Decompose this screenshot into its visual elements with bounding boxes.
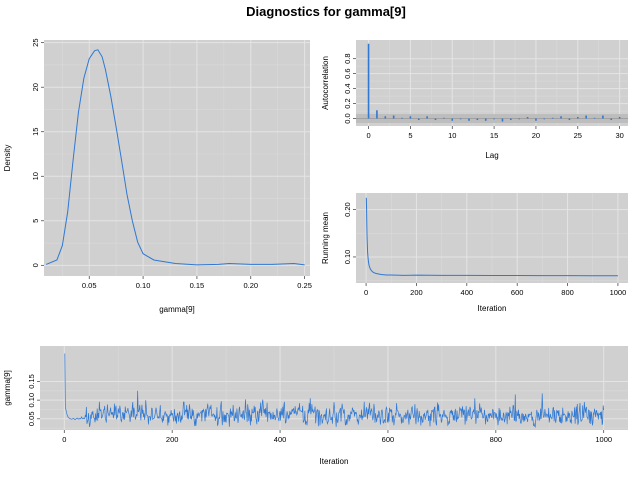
x-tick-label: 0 xyxy=(364,288,368,297)
autocorrelation-x-axis-label: Lag xyxy=(485,151,498,160)
y-tick-label: 0 xyxy=(31,263,40,267)
x-tick-label: 1000 xyxy=(595,435,612,444)
x-tick-label: 600 xyxy=(382,435,395,444)
x-tick-label: 25 xyxy=(574,131,582,140)
x-tick-label: 400 xyxy=(274,435,287,444)
density-plot-area xyxy=(44,40,310,276)
y-tick-label: 0.2 xyxy=(343,98,352,108)
trace-panel: 0 200 400 600 800 1000 0.05 0.10 0.15 Iteration ga… xyxy=(3,346,628,466)
y-tick-label: 0.8 xyxy=(343,53,352,63)
x-tick-label: 800 xyxy=(561,288,574,297)
autocorrelation-y-axis-label: Autocorrelation xyxy=(321,56,330,110)
y-tick-label: 0.10 xyxy=(27,393,36,408)
trace-y-axis-label: gamma[9] xyxy=(3,370,12,406)
y-tick-label: 0.10 xyxy=(343,250,352,265)
y-tick-label: 0.0 xyxy=(343,113,352,123)
x-tick-label: 800 xyxy=(490,435,503,444)
y-tick-label: 25 xyxy=(31,38,40,46)
y-tick-label: 15 xyxy=(31,128,40,136)
autocorrelation-panel: 0 5 10 15 20 25 30 0.0 0.2 0.4 0.6 0.8 Lag Autocorrel… xyxy=(321,40,628,160)
x-tick-label: 0 xyxy=(366,131,370,140)
density-panel: 0.05 0.10 0.15 0.20 0.25 0 5 10 15 20 25 gamma[9] De… xyxy=(3,38,312,314)
x-tick-label: 0.20 xyxy=(243,281,258,290)
x-tick-label: 1000 xyxy=(610,288,627,297)
y-tick-label: 5 xyxy=(31,219,40,223)
y-tick-label: 20 xyxy=(31,83,40,91)
y-tick-label: 0.20 xyxy=(343,202,352,217)
figure-title: Diagnostics for gamma[9] xyxy=(246,4,406,19)
density-gridlines xyxy=(44,40,310,276)
x-tick-label: 5 xyxy=(408,131,412,140)
x-tick-label: 15 xyxy=(490,131,498,140)
x-tick-label: 200 xyxy=(166,435,179,444)
running_mean-y-axis-label: Running mean xyxy=(321,212,330,264)
x-tick-label: 0 xyxy=(62,435,66,444)
trace-x-axis-label: Iteration xyxy=(320,457,349,466)
density-series-line xyxy=(45,49,305,266)
x-tick-label: 0.10 xyxy=(136,281,151,290)
x-tick-label: 600 xyxy=(511,288,524,297)
x-tick-label: 20 xyxy=(532,131,540,140)
y-tick-label: 0.6 xyxy=(343,68,352,78)
x-tick-label: 30 xyxy=(615,131,623,140)
y-tick-label: 10 xyxy=(31,172,40,180)
x-tick-label: 10 xyxy=(448,131,456,140)
x-tick-label: 0.25 xyxy=(297,281,312,290)
x-tick-label: 200 xyxy=(410,288,423,297)
density-x-axis-label: gamma[9] xyxy=(159,305,195,314)
x-tick-label: 0.15 xyxy=(190,281,205,290)
running_mean-series-line xyxy=(365,197,618,277)
x-tick-label: 400 xyxy=(461,288,474,297)
running_mean-x-axis-label: Iteration xyxy=(478,304,507,313)
y-tick-label: 0.15 xyxy=(27,374,36,389)
y-tick-label: 0.05 xyxy=(27,411,36,426)
trace-series-line xyxy=(64,353,605,428)
y-tick-label: 0.4 xyxy=(343,83,352,93)
autocorrelation-plot-area xyxy=(356,40,628,126)
running_mean-panel: 0 200 400 600 800 1000 0.10 0.20 Iteration Runnin… xyxy=(321,193,628,313)
density-y-axis-label: Density xyxy=(3,145,12,172)
x-tick-label: 0.05 xyxy=(82,281,97,290)
